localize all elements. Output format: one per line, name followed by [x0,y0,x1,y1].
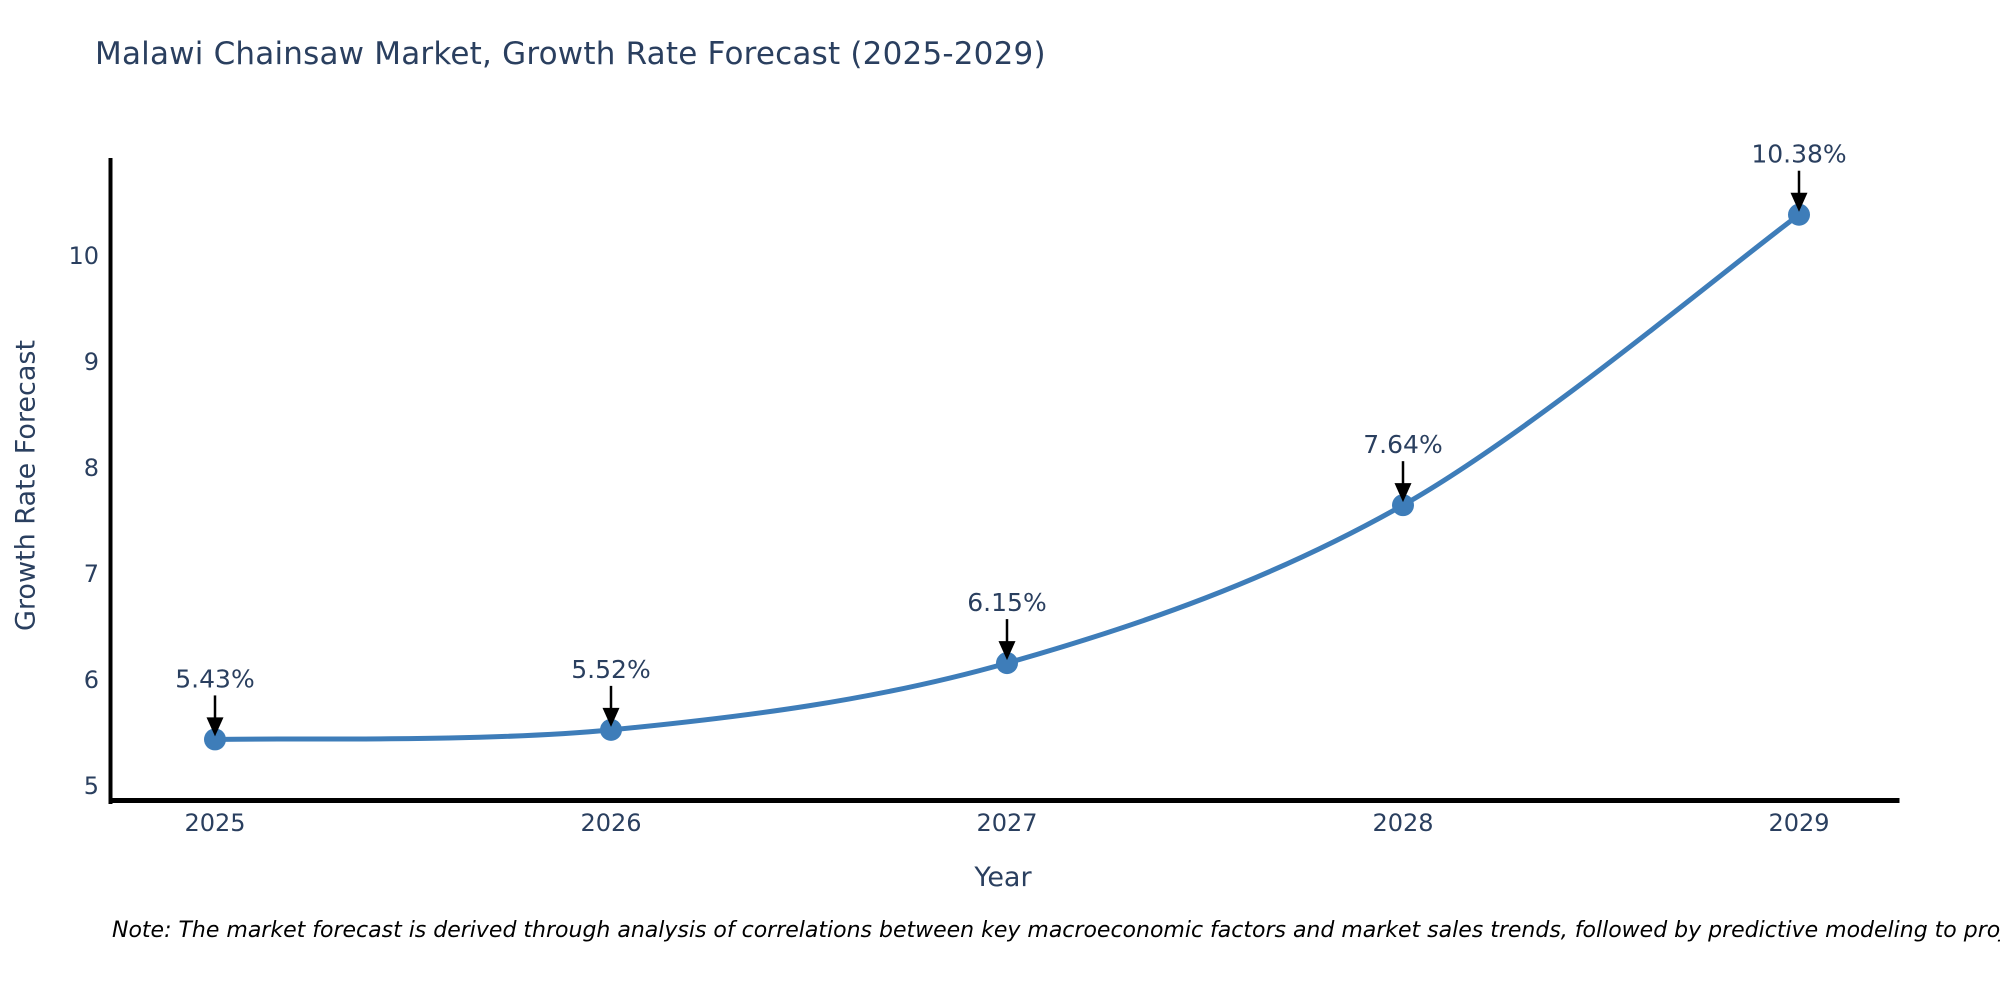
x-tick-labels: 2025 2026 2027 2028 2029 [184,809,1829,837]
footnote: Note: The market forecast is derived thr… [112,918,2000,943]
y-tick-label: 8 [84,454,99,482]
x-tick-label: 2027 [976,809,1037,837]
chart-title: Malawi Chainsaw Market, Growth Rate Fore… [95,36,1046,72]
y-tick-label: 6 [84,666,99,694]
axis-spines [108,158,1900,804]
annotation-arrow-head [1394,483,1412,503]
point-value-label: 7.64% [1363,430,1442,459]
annotation-arrow-head [1790,192,1808,212]
y-tick-labels: 5 6 7 8 9 10 [68,242,99,800]
data-markers [204,203,1810,751]
data-point [1392,494,1414,517]
y-tick-label: 9 [84,348,99,376]
annotation-arrow-head [998,641,1016,661]
x-tick-label: 2026 [580,809,641,837]
x-axis-spine [108,798,1900,803]
data-point [996,652,1018,675]
data-point [600,718,622,741]
data-point [204,728,226,751]
data-point [1788,203,1810,226]
y-tick-label: 5 [84,772,99,800]
x-axis-title: Year [974,862,1032,893]
annotation-arrow-head [602,707,620,727]
y-tick-label: 10 [68,242,99,270]
point-value-label: 5.52% [571,655,650,684]
y-tick-label: 7 [84,560,99,588]
point-value-label: 5.43% [175,664,254,693]
annotation-arrow-head [206,717,224,737]
x-tick-label: 2029 [1768,809,1829,837]
point-value-label: 6.15% [967,588,1046,617]
y-axis-spine [108,158,113,804]
x-tick-label: 2025 [184,809,245,837]
point-annotations: 5.43% 5.52% 6.15% 7.64% 10.38% [175,140,1847,737]
x-tick-label: 2028 [1372,809,1433,837]
point-value-label: 10.38% [1751,140,1846,169]
